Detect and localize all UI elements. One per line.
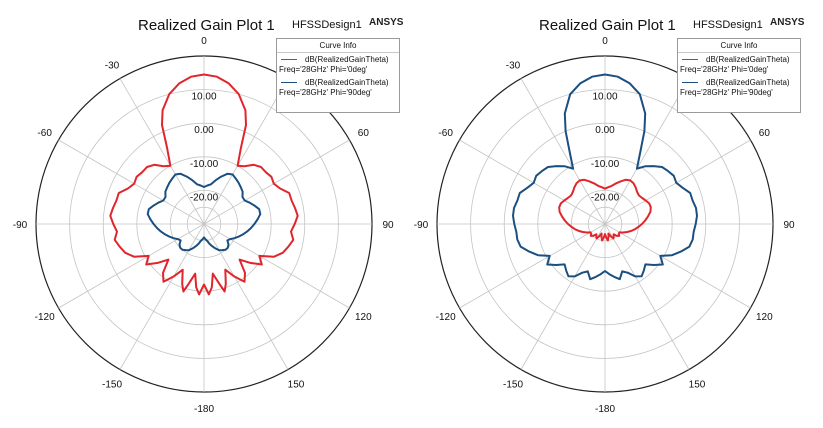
series-curve-red — [109, 73, 299, 296]
angle-tick-label: -90 — [414, 220, 429, 231]
angle-tick-label: -30 — [105, 61, 120, 72]
angle-tick-label: -150 — [503, 379, 523, 390]
legend-series-condition: Freq='28GHz' Phi='90deg' — [680, 88, 773, 97]
grid-spoke — [203, 139, 350, 225]
grid-spoke — [520, 223, 606, 370]
angle-tick-label: -120 — [436, 312, 456, 323]
legend-series-condition: Freq='28GHz' Phi='90deg' — [279, 88, 372, 97]
angle-tick-label: -150 — [102, 379, 122, 390]
grid-spoke — [604, 78, 690, 225]
legend-entry: dB(RealizedGainTheta) Freq='28GHz' Phi='… — [678, 53, 800, 76]
legend-series-name: dB(RealizedGainTheta) — [305, 55, 389, 64]
legend: Curve Info dB(RealizedGainTheta) Freq='2… — [276, 38, 400, 113]
radial-tick-label: -10.00 — [591, 159, 620, 170]
radial-tick-label: -20.00 — [591, 192, 620, 203]
legend-entry: dB(RealizedGainTheta) Freq='28GHz' Phi='… — [277, 53, 399, 76]
angle-tick-label: 0 — [201, 36, 207, 47]
legend-series-name: dB(RealizedGainTheta) — [706, 55, 790, 64]
grid-spoke — [459, 223, 606, 309]
chart-title: Realized Gain Plot 1 — [138, 17, 275, 34]
angle-tick-label: 60 — [358, 128, 370, 139]
legend-line-red — [281, 59, 297, 60]
grid-spoke — [604, 223, 751, 309]
vendor-label: ANSYS — [369, 17, 404, 28]
grid-spoke — [58, 139, 205, 225]
legend-line-red — [682, 59, 698, 60]
polar-plot: 0306090120150-180-150-120-90-60-3010.000… — [13, 36, 394, 415]
chart-title: Realized Gain Plot 1 — [539, 17, 676, 34]
radial-tick-label: 10.00 — [592, 92, 617, 103]
grid-spoke — [459, 139, 606, 225]
chart-panel-left: Realized Gain Plot 1 HFSSDesign1 ANSYS 0… — [0, 0, 411, 428]
grid-spoke — [203, 223, 289, 370]
design-name: HFSSDesign1 — [693, 19, 763, 31]
grid-spoke — [203, 78, 289, 225]
series-curve-blue — [512, 73, 698, 281]
chart-panel-right: Realized Gain Plot 1 HFSSDesign1 ANSYS 0… — [401, 0, 812, 428]
polar-plot: 0306090120150-180-150-120-90-60-3010.000… — [414, 36, 795, 415]
legend-series-name: dB(RealizedGainTheta) — [305, 78, 389, 87]
angle-tick-label: 60 — [759, 128, 771, 139]
grid-spoke — [520, 78, 606, 225]
angle-tick-label: -60 — [37, 128, 52, 139]
legend-series-condition: Freq='28GHz' Phi='0deg' — [279, 65, 368, 74]
legend-title: Curve Info — [678, 39, 800, 53]
series-curve-red — [558, 178, 652, 242]
radial-tick-label: 10.00 — [191, 92, 216, 103]
angle-tick-label: -120 — [35, 312, 55, 323]
radial-tick-label: -20.00 — [190, 192, 219, 203]
radial-tick-label: 0.00 — [194, 125, 214, 136]
angle-tick-label: -60 — [438, 128, 453, 139]
legend-series-name: dB(RealizedGainTheta) — [706, 78, 790, 87]
angle-tick-label: 150 — [288, 379, 305, 390]
grid-spoke — [604, 139, 751, 225]
legend-title: Curve Info — [277, 39, 399, 53]
radial-tick-label: 0.00 — [595, 125, 615, 136]
angle-tick-label: 90 — [382, 220, 394, 231]
legend-line-blue — [281, 82, 297, 83]
angle-tick-label: 0 — [602, 36, 608, 47]
angle-tick-label: 120 — [756, 312, 773, 323]
angle-tick-label: -90 — [13, 220, 28, 231]
grid-spoke — [119, 78, 205, 225]
series-curve-blue — [146, 172, 262, 252]
grid-spoke — [58, 223, 205, 309]
angle-tick-label: 150 — [689, 379, 706, 390]
legend-entry: dB(RealizedGainTheta) Freq='28GHz' Phi='… — [277, 76, 399, 99]
legend: Curve Info dB(RealizedGainTheta) Freq='2… — [677, 38, 801, 113]
angle-tick-label: -30 — [506, 61, 521, 72]
legend-line-blue — [682, 82, 698, 83]
angle-tick-label: 90 — [783, 220, 795, 231]
legend-entry: dB(RealizedGainTheta) Freq='28GHz' Phi='… — [678, 76, 800, 99]
grid-spoke — [203, 223, 350, 309]
vendor-label: ANSYS — [770, 17, 805, 28]
angle-tick-label: 120 — [355, 312, 372, 323]
grid-spoke — [604, 223, 690, 370]
angle-tick-label: -180 — [194, 404, 214, 415]
legend-series-condition: Freq='28GHz' Phi='0deg' — [680, 65, 769, 74]
grid-spoke — [119, 223, 205, 370]
angle-tick-label: -180 — [595, 404, 615, 415]
design-name: HFSSDesign1 — [292, 19, 362, 31]
radial-tick-label: -10.00 — [190, 159, 219, 170]
